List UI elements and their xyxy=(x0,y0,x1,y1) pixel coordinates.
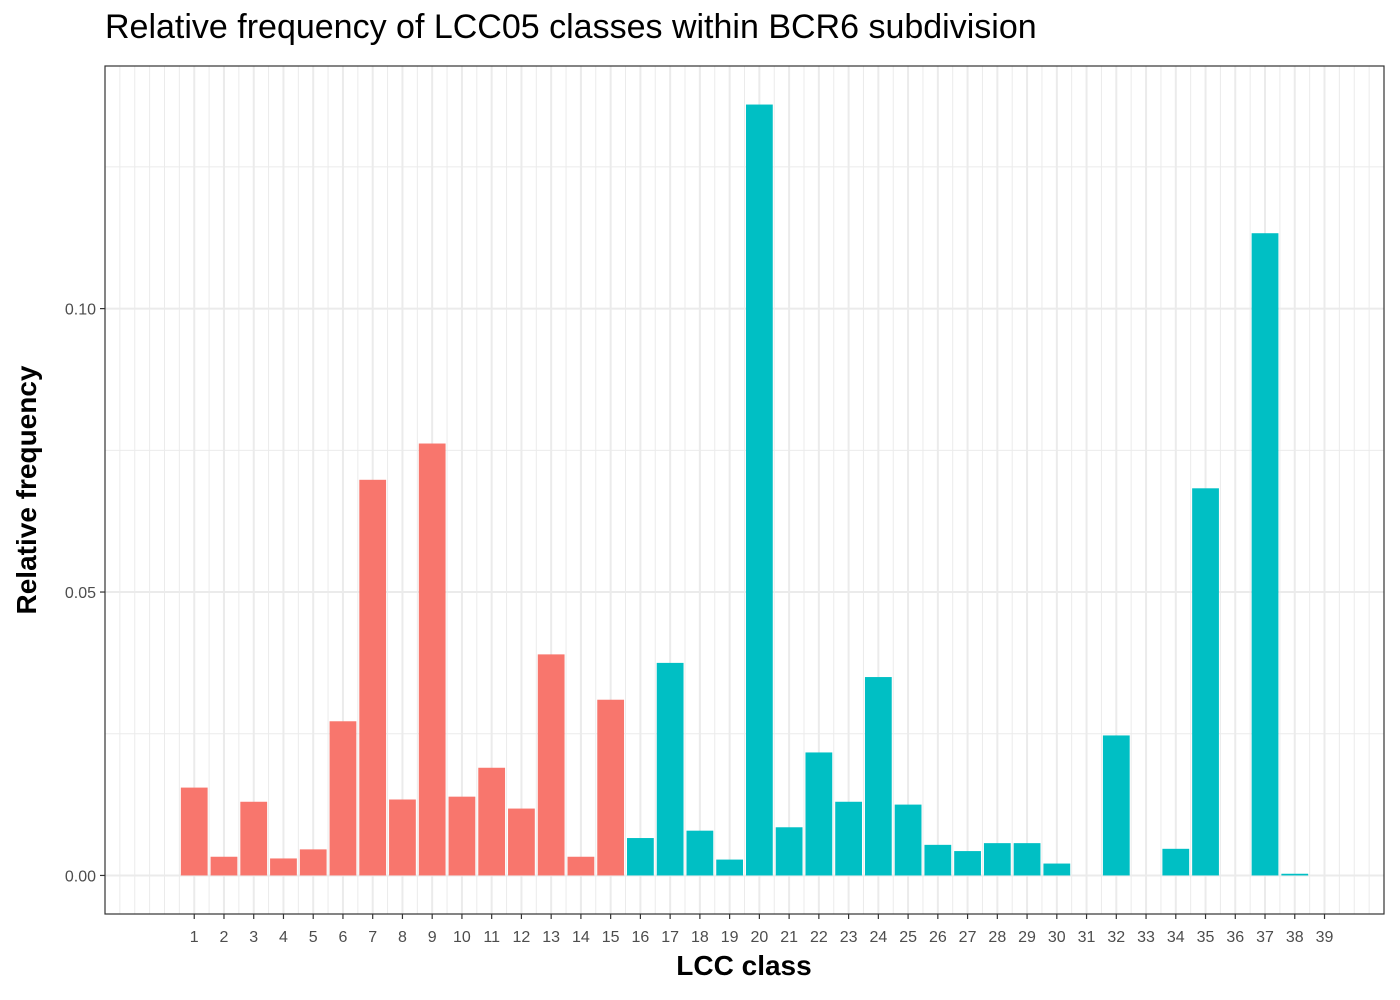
bar-5 xyxy=(299,849,327,876)
bar-2 xyxy=(210,856,238,876)
x-tick-label: 5 xyxy=(309,929,318,946)
bar-11 xyxy=(478,767,506,876)
bar-29 xyxy=(1013,843,1041,876)
bar-25 xyxy=(894,804,922,876)
bar-6 xyxy=(329,721,357,876)
x-tick-label: 39 xyxy=(1316,929,1334,946)
x-tick-label: 2 xyxy=(220,929,229,946)
panel-border xyxy=(104,65,1385,915)
bars xyxy=(180,104,1309,876)
chart-title: Relative frequency of LCC05 classes with… xyxy=(105,8,1037,46)
x-tick-label: 17 xyxy=(661,929,679,946)
x-tick-label: 11 xyxy=(483,929,500,946)
x-tick-label: 8 xyxy=(398,929,407,946)
bar-15 xyxy=(597,699,625,876)
x-tick-label: 27 xyxy=(959,929,977,946)
y-tick-label: 0.05 xyxy=(65,585,96,602)
bar-10 xyxy=(448,796,476,876)
bar-13 xyxy=(537,654,565,876)
bar-21 xyxy=(775,827,803,876)
bar-3 xyxy=(240,801,268,876)
bar-37 xyxy=(1251,233,1279,876)
bar-1 xyxy=(180,787,208,876)
x-tick-label: 18 xyxy=(691,929,709,946)
x-axis-label: LCC class xyxy=(676,950,812,981)
x-tick-label: 4 xyxy=(279,929,288,946)
x-tick-label: 6 xyxy=(339,929,348,946)
bar-19 xyxy=(716,859,744,876)
x-tick-label: 37 xyxy=(1256,929,1274,946)
bar-17 xyxy=(656,662,684,876)
x-tick-label: 25 xyxy=(899,929,917,946)
x-tick-label: 7 xyxy=(368,929,377,946)
bar-18 xyxy=(686,830,714,876)
bar-7 xyxy=(359,479,387,876)
x-tick-label: 3 xyxy=(249,929,258,946)
x-tick-label: 12 xyxy=(513,929,531,946)
bar-12 xyxy=(508,808,535,876)
bar-8 xyxy=(389,799,416,876)
x-tick-label: 31 xyxy=(1078,929,1096,946)
x-tick-label: 19 xyxy=(721,929,739,946)
x-tick-label: 34 xyxy=(1167,929,1185,946)
x-tick-label: 20 xyxy=(750,929,768,946)
bar-30 xyxy=(1043,863,1071,876)
bar-4 xyxy=(270,858,297,876)
x-tick-label: 23 xyxy=(840,929,858,946)
x-tick-label: 1 xyxy=(190,929,199,946)
bar-24 xyxy=(864,677,892,876)
x-tick-label: 13 xyxy=(542,929,560,946)
bar-38 xyxy=(1281,873,1309,876)
bar-35 xyxy=(1192,488,1219,876)
axes: 0.000.050.101 2 3 4 5 6 7 8 9 10 11 12 13 14 15 16 17 18 1… xyxy=(65,302,1334,946)
x-tick-label: 22 xyxy=(810,929,828,946)
bar-22 xyxy=(805,752,833,876)
x-tick-label: 21 xyxy=(780,929,798,946)
x-tick-label: 33 xyxy=(1137,929,1155,946)
x-tick-label: 28 xyxy=(988,929,1006,946)
bar-28 xyxy=(983,843,1011,876)
bar-23 xyxy=(835,801,862,876)
x-tick-label: 36 xyxy=(1226,929,1244,946)
x-tick-label: 14 xyxy=(572,929,590,946)
x-tick-label: 16 xyxy=(631,929,649,946)
bar-14 xyxy=(567,856,595,876)
x-tick-label: 29 xyxy=(1018,929,1036,946)
x-tick-label: 24 xyxy=(869,929,887,946)
y-tick-label: 0.00 xyxy=(65,868,96,885)
x-tick-label: 30 xyxy=(1048,929,1066,946)
bar-9 xyxy=(418,443,446,876)
bar-32 xyxy=(1102,735,1130,876)
x-tick-label: 15 xyxy=(602,929,620,946)
x-tick-label: 9 xyxy=(428,929,437,946)
bar-26 xyxy=(924,844,952,876)
x-tick-label: 35 xyxy=(1197,929,1215,946)
x-tick-label: 32 xyxy=(1107,929,1125,946)
bar-20 xyxy=(745,104,773,876)
x-tick-label: 26 xyxy=(929,929,947,946)
bar-27 xyxy=(954,851,981,876)
x-tick-label: 10 xyxy=(453,929,471,946)
y-tick-label: 0.10 xyxy=(65,302,96,319)
x-tick-label: 38 xyxy=(1286,929,1304,946)
bar-16 xyxy=(627,838,654,876)
bar-34 xyxy=(1162,848,1190,876)
